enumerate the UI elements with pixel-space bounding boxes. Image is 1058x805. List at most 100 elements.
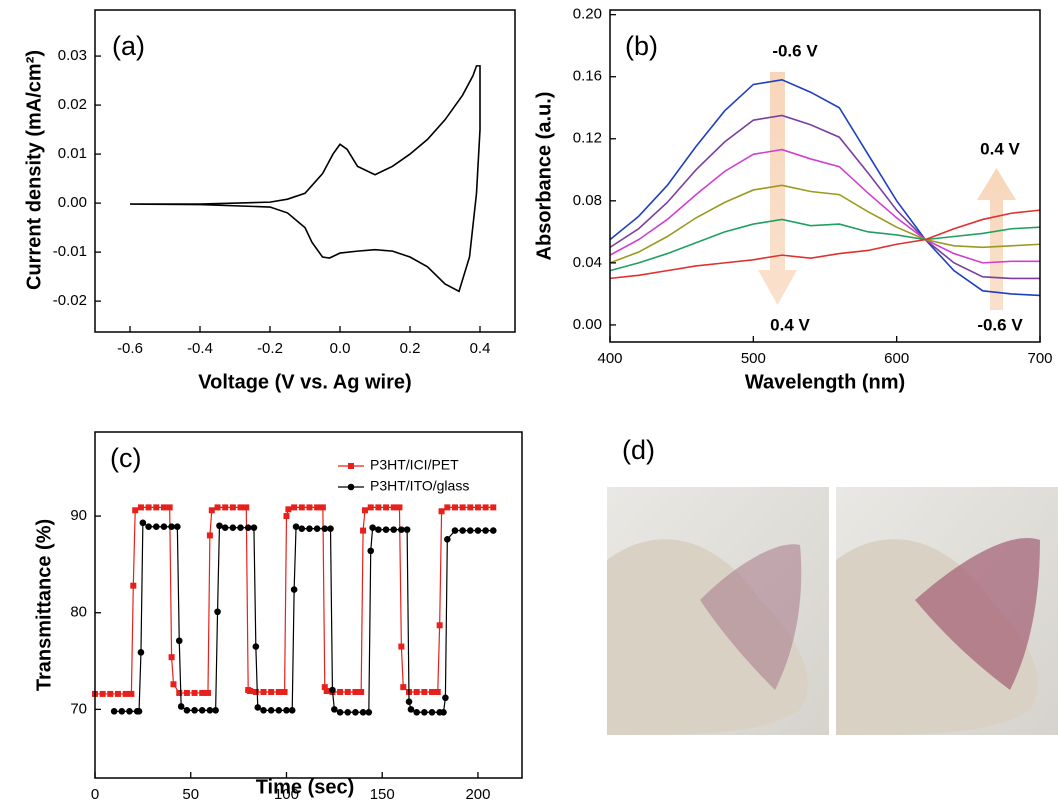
- x-axis-title: Voltage (V vs. Ag wire): [198, 371, 411, 393]
- marker: [153, 504, 160, 511]
- marker: [135, 708, 143, 715]
- data-line: [609, 114, 1040, 280]
- y-tick-label: 70: [70, 700, 87, 717]
- x-tick-label: 150: [370, 786, 395, 800]
- marker: [306, 504, 313, 511]
- marker: [434, 688, 441, 695]
- marker: [319, 504, 326, 511]
- y-axis-title: Current density (mA/cm²): [23, 50, 45, 290]
- marker: [126, 708, 133, 715]
- x-tick-label: 100: [274, 786, 299, 800]
- x-tick-label: -0.4: [187, 340, 213, 357]
- plot: [609, 78, 1041, 297]
- x-axis-title: Time (sec): [256, 776, 355, 798]
- marker: [306, 525, 313, 532]
- marker: [214, 608, 221, 616]
- plot-frame: [94, 431, 523, 779]
- marker: [198, 707, 206, 714]
- marker: [268, 688, 275, 695]
- legend-marker: [347, 483, 355, 491]
- marker: [383, 504, 390, 511]
- marker: [474, 527, 482, 534]
- annotation: 0.4 V: [770, 315, 810, 334]
- marker: [438, 508, 445, 515]
- x-tick-label: 0.4: [470, 340, 491, 357]
- marker: [444, 504, 451, 511]
- marker: [137, 504, 144, 511]
- marker: [421, 688, 428, 695]
- marker: [237, 504, 244, 511]
- film: [915, 538, 1040, 690]
- marker: [490, 504, 497, 511]
- marker: [405, 698, 413, 705]
- marker: [137, 649, 145, 656]
- marker: [128, 690, 135, 697]
- marker: [407, 706, 415, 713]
- x-tick-label: 400: [597, 350, 622, 367]
- film: [700, 544, 802, 690]
- panel-label: (c): [110, 443, 141, 473]
- marker: [474, 504, 481, 511]
- x-tick-label: 200: [465, 786, 490, 800]
- y-tick-label: 0.02: [58, 96, 87, 113]
- marker: [122, 690, 129, 697]
- marker: [390, 504, 397, 511]
- marker: [229, 524, 237, 531]
- marker: [199, 689, 206, 696]
- marker: [459, 504, 466, 511]
- marker: [358, 688, 365, 695]
- marker: [244, 524, 252, 531]
- marker: [254, 704, 262, 711]
- legend-marker: [348, 463, 354, 469]
- marker: [321, 525, 329, 532]
- marker: [365, 708, 373, 716]
- marker: [298, 504, 305, 511]
- marker: [168, 523, 175, 531]
- marker: [329, 686, 336, 694]
- x-axis-title: Wavelength (nm): [745, 371, 905, 393]
- marker: [290, 586, 298, 593]
- marker: [168, 654, 175, 661]
- marker: [170, 681, 177, 688]
- marker: [206, 532, 213, 539]
- marker: [216, 522, 223, 530]
- marker: [247, 688, 254, 695]
- plot-frame: [94, 9, 516, 333]
- marker: [440, 708, 447, 716]
- marker: [314, 504, 321, 511]
- marker: [237, 524, 244, 531]
- marker: [281, 688, 288, 695]
- y-tick-label: 0.00: [58, 194, 87, 211]
- marker: [331, 706, 338, 713]
- y-axis-title: Absorbance (a.u.): [533, 92, 555, 261]
- marker: [267, 707, 275, 714]
- marker: [99, 690, 106, 697]
- photos: [607, 487, 1058, 735]
- glove: [836, 539, 1038, 735]
- data-line: [129, 65, 481, 293]
- y-tick-label: 0.12: [573, 130, 602, 147]
- marker: [214, 504, 221, 511]
- marker: [336, 708, 344, 716]
- marker: [139, 519, 147, 527]
- marker: [451, 504, 458, 511]
- marker: [176, 689, 183, 696]
- marker: [252, 643, 260, 650]
- marker: [313, 525, 321, 532]
- y-tick-label: 90: [70, 507, 87, 524]
- marker: [482, 527, 489, 534]
- marker: [367, 504, 374, 511]
- marker: [451, 527, 459, 534]
- marker: [344, 688, 351, 695]
- marker: [283, 513, 290, 520]
- marker: [428, 708, 436, 716]
- y-tick-label: 80: [70, 604, 87, 621]
- marker: [400, 684, 407, 691]
- data-line: [609, 218, 1041, 272]
- x-tick-label: 50: [182, 786, 199, 800]
- marker: [413, 708, 420, 716]
- marker: [327, 525, 334, 532]
- marker: [298, 525, 306, 532]
